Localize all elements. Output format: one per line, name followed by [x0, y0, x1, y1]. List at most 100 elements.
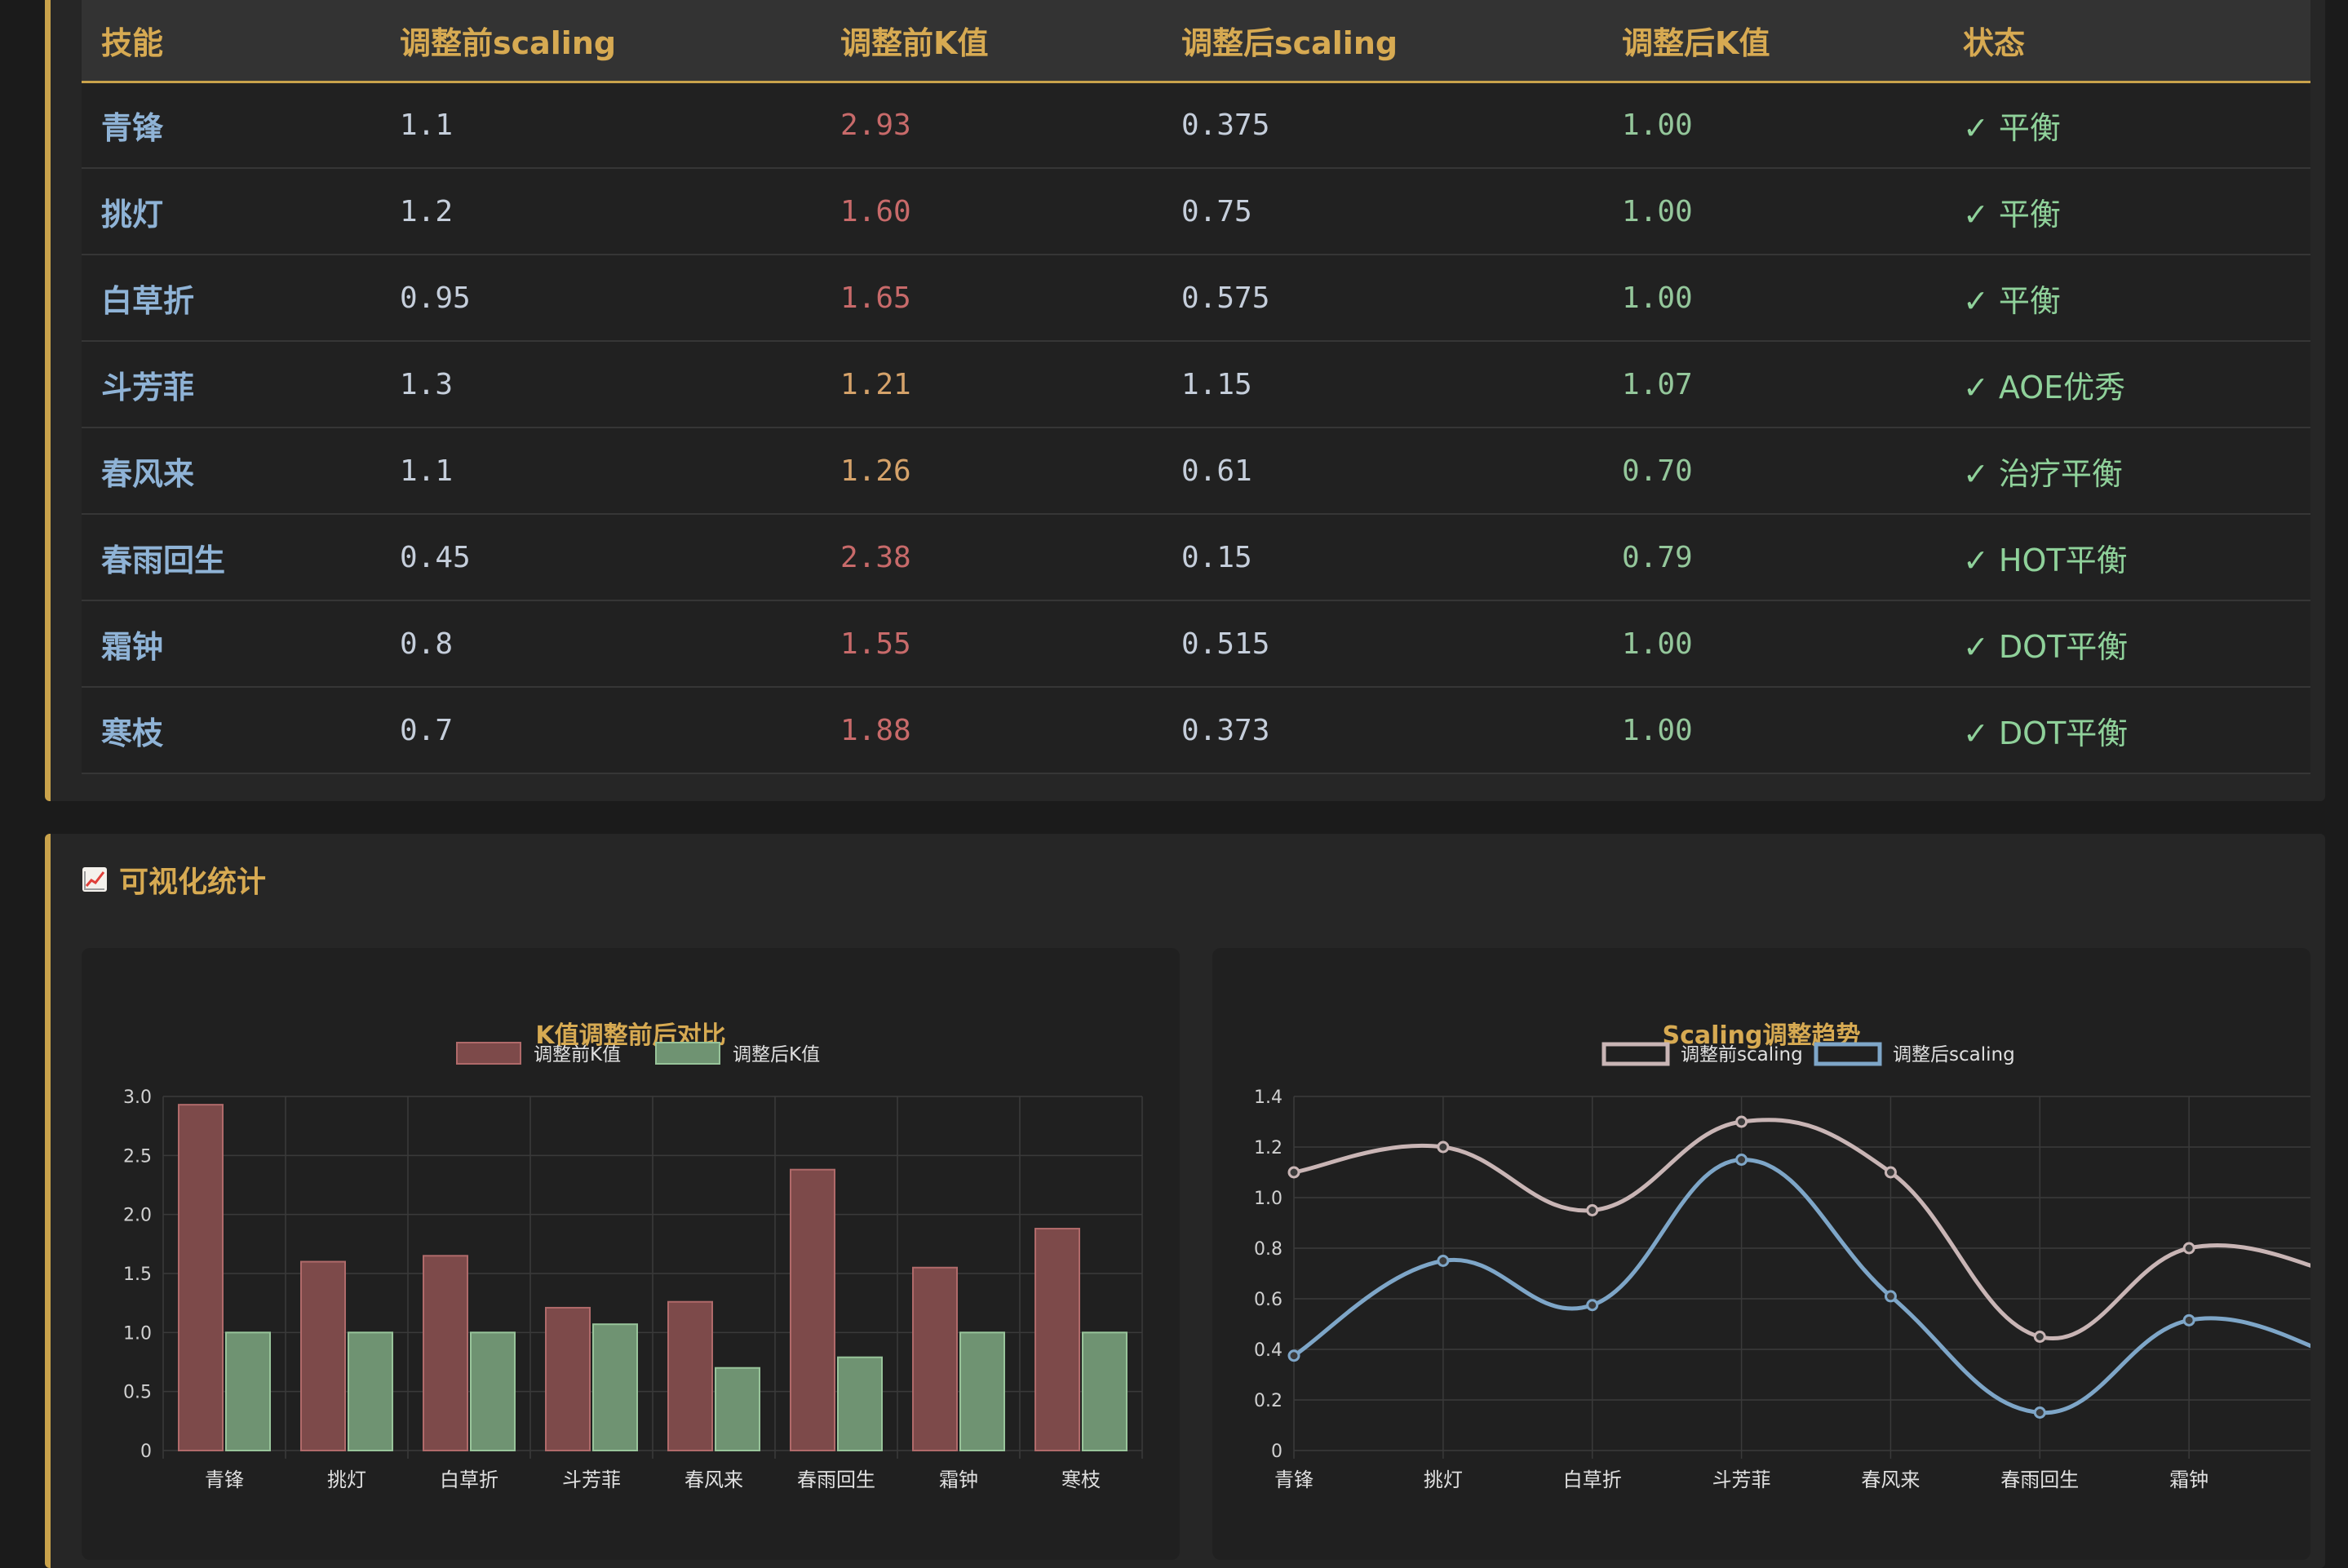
post-k-value: 1.07 [1602, 341, 1943, 428]
status-badge: ✓ 平衡 [1943, 168, 2310, 255]
status-badge: ✓ AOE优秀 [1943, 341, 2310, 428]
legend-swatch [1602, 1042, 1670, 1066]
x-tick-label: 春风来 [1861, 1468, 1920, 1491]
balance-table: 技能 调整前scaling 调整前K值 调整后scaling 调整后K值 状态 … [82, 0, 2310, 774]
bar [225, 1331, 271, 1452]
pre-k-value: 2.38 [821, 514, 1162, 601]
bar [1082, 1331, 1127, 1452]
y-tick-label: 2.5 [123, 1146, 152, 1167]
x-tick-label: 寒枝 [1061, 1468, 1101, 1491]
data-point [1437, 1255, 1450, 1267]
k-value-bar-chart: 0 0.5 1.0 1.5 2.0 2.5 3.0 青锋 挑灯 白草折 斗芳菲 春风来 春雨回生 霜钟 寒枝… [123, 1042, 1143, 1491]
y-tick-label: 1.0 [123, 1323, 152, 1344]
skill-name: 寒枝 [82, 687, 380, 774]
bar [348, 1331, 393, 1452]
post-scaling-value: 0.15 [1162, 514, 1602, 601]
scaling-chart-panel: Scaling调整趋势 0 0.2 0.4 0.6 0.8 1.0 1.2 1.4 青锋 挑灯 白草… [1212, 948, 2310, 1560]
pre-scaling-value: 0.95 [380, 255, 821, 342]
header-pre-k: 调整前K值 [821, 0, 1162, 83]
status-badge: ✓ 平衡 [1943, 82, 2310, 169]
skill-name: 斗芳菲 [82, 341, 380, 428]
pre-k-value: 1.65 [821, 255, 1162, 342]
status-badge: ✓ 治疗平衡 [1943, 427, 2310, 515]
table-row: 春雨回生 0.45 2.38 0.15 0.79 ✓ HOT平衡 [82, 514, 2310, 601]
y-tick-label: 0.6 [1254, 1290, 1283, 1310]
data-point [1287, 1166, 1300, 1179]
post-scaling-value: 0.515 [1162, 600, 1602, 688]
x-tick-label: 挑灯 [1424, 1468, 1463, 1491]
post-k-value: 1.00 [1602, 687, 1943, 774]
pre-scaling-value: 0.7 [380, 687, 821, 774]
bar [423, 1255, 468, 1451]
data-point [2033, 1331, 2046, 1343]
skill-name: 春风来 [82, 427, 380, 515]
x-tick-label: 挑灯 [327, 1468, 366, 1491]
post-scaling-value: 0.375 [1162, 82, 1602, 169]
table-row: 霜钟 0.8 1.55 0.515 1.00 ✓ DOT平衡 [82, 600, 2310, 688]
x-tick-label: 斗芳菲 [1712, 1468, 1771, 1491]
header-post-k: 调整后K值 [1602, 0, 1943, 83]
y-tick-label: 3.0 [123, 1087, 152, 1108]
post-scaling-value: 0.75 [1162, 168, 1602, 255]
post-scaling-value: 0.373 [1162, 687, 1602, 774]
legend-label: 调整后K值 [733, 1044, 820, 1065]
x-tick-label: 春雨回生 [797, 1468, 875, 1491]
bar [790, 1168, 835, 1451]
bar [715, 1366, 760, 1452]
chart-increasing-icon [82, 866, 108, 893]
y-tick-label: 1.5 [123, 1265, 152, 1285]
table-row: 春风来 1.1 1.26 0.61 0.70 ✓ 治疗平衡 [82, 427, 2310, 515]
section-title-text: 可视化统计 [119, 866, 267, 899]
data-point [1437, 1141, 1450, 1154]
pre-k-value: 1.88 [821, 687, 1162, 774]
post-k-value: 0.70 [1602, 427, 1943, 515]
x-tick-label: 青锋 [205, 1468, 244, 1491]
y-tick-label: 0 [1271, 1442, 1283, 1462]
legend-label: 调整前scaling [1681, 1044, 1803, 1065]
post-scaling-value: 0.61 [1162, 427, 1602, 515]
balance-table-card: 技能 调整前scaling 调整前K值 调整后scaling 调整后K值 状态 … [45, 0, 2325, 801]
skill-name: 白草折 [82, 255, 380, 342]
data-point [1287, 1349, 1300, 1362]
section-title: 可视化统计 [82, 858, 266, 901]
x-tick-label: 霜钟 [2169, 1468, 2208, 1491]
header-post-scaling: 调整后scaling [1162, 0, 1602, 83]
data-point [2182, 1313, 2195, 1327]
bar [470, 1331, 516, 1452]
data-point [2033, 1406, 2046, 1419]
header-status: 状态 [1943, 0, 2310, 83]
pre-k-value: 1.60 [821, 168, 1162, 255]
visualization-card: 可视化统计 K值调整前后对比 0 0.5 1.0 1.5 2.0 2.5 3.0 青锋 挑灯 白草… [45, 834, 2325, 1568]
x-tick-label: 白草折 [1563, 1468, 1622, 1491]
pre-k-value: 1.26 [821, 427, 1162, 515]
data-point [1884, 1290, 1897, 1303]
data-point [1735, 1154, 1748, 1166]
data-point [1586, 1204, 1599, 1216]
table-header-row: 技能 调整前scaling 调整前K值 调整后scaling 调整后K值 状态 [82, 0, 2310, 83]
y-tick-label: 1.4 [1254, 1087, 1283, 1108]
data-point [1884, 1166, 1897, 1179]
bar [592, 1323, 638, 1451]
legend-swatch [1814, 1042, 1882, 1066]
bar [912, 1266, 958, 1451]
pre-scaling-value: 1.2 [380, 168, 821, 255]
bar [300, 1260, 346, 1451]
data-point [2182, 1242, 2195, 1255]
status-badge: ✓ 平衡 [1943, 255, 2310, 342]
post-k-value: 1.00 [1602, 255, 1943, 342]
post-scaling-value: 0.575 [1162, 255, 1602, 342]
header-pre-scaling: 调整前scaling [380, 0, 821, 83]
status-badge: ✓ DOT平衡 [1943, 600, 2310, 688]
scaling-line-chart: 0 0.2 0.4 0.6 0.8 1.0 1.2 1.4 青锋 挑灯 白草折 斗芳菲 春风来 春雨回生 霜… [1254, 1042, 2310, 1491]
pre-scaling-value: 0.8 [380, 600, 821, 688]
skill-name: 春雨回生 [82, 514, 380, 601]
pre-scaling-value: 0.45 [380, 514, 821, 601]
table-row: 青锋 1.1 2.93 0.375 1.00 ✓ 平衡 [82, 82, 2310, 169]
series-line [1293, 1118, 2310, 1340]
bar [178, 1104, 224, 1451]
bar [667, 1300, 713, 1451]
x-tick-label: 霜钟 [939, 1468, 978, 1491]
y-tick-label: 2.0 [123, 1206, 152, 1226]
post-k-value: 1.00 [1602, 82, 1943, 169]
pre-k-value: 2.93 [821, 82, 1162, 169]
